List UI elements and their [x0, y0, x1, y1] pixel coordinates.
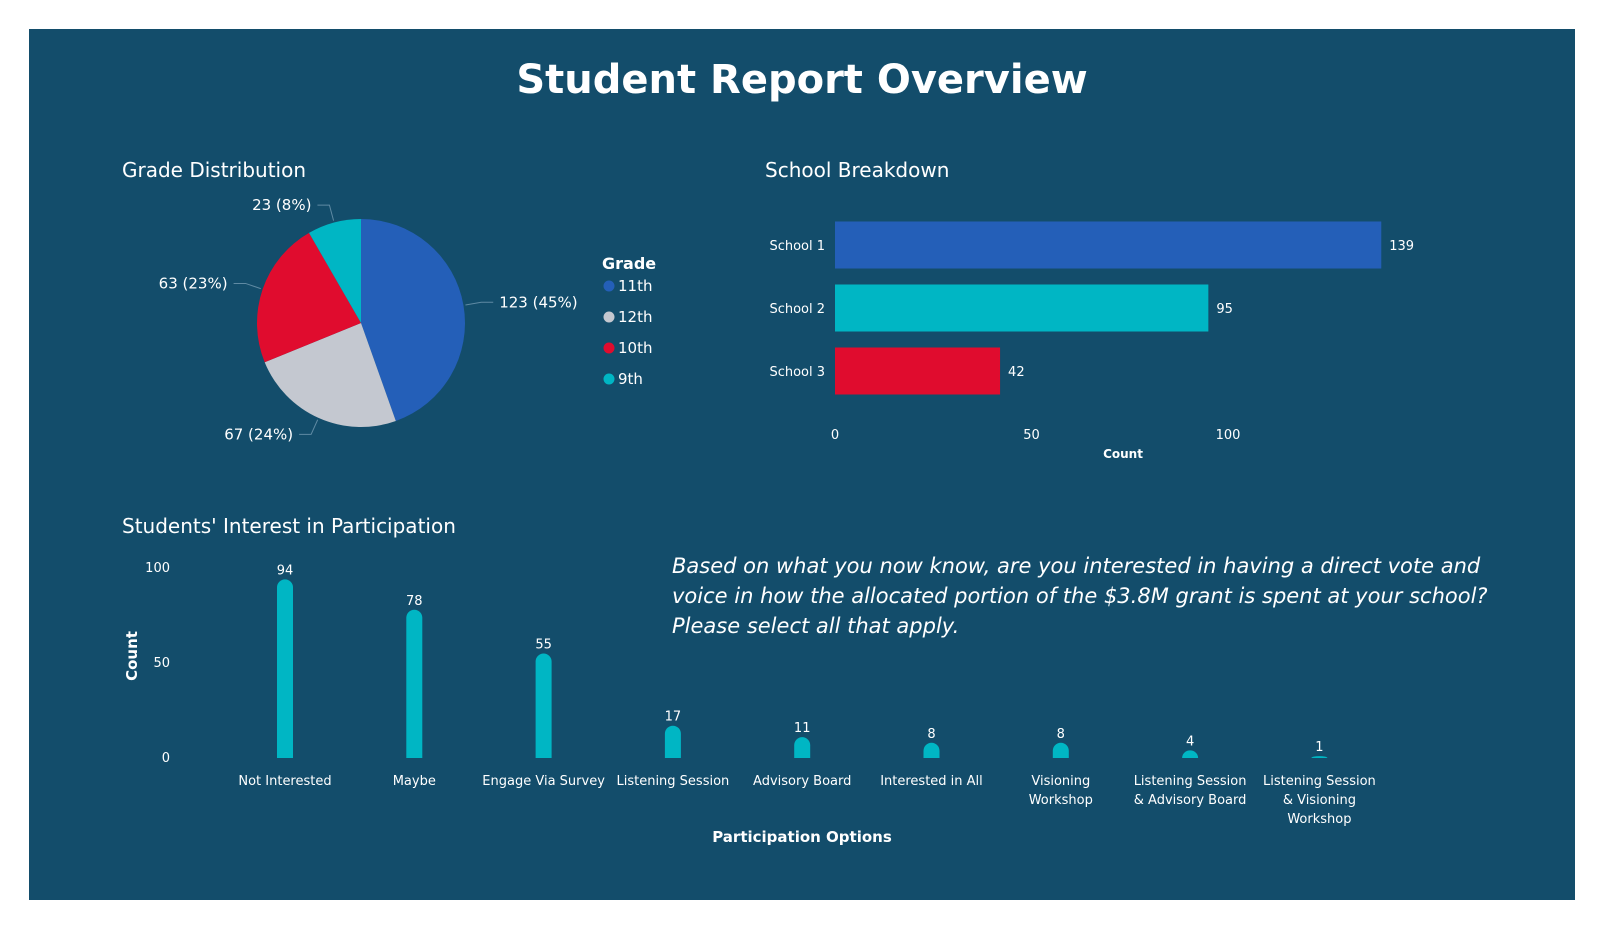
pie-slice-9th[interactable]	[309, 219, 361, 323]
school-category-label: School 3	[769, 365, 825, 380]
interest-bar[interactable]	[1182, 750, 1199, 758]
legend-marker	[603, 311, 615, 323]
interest-category-label: Listening Session	[1134, 774, 1247, 789]
interest-category-label: Interested in All	[880, 774, 983, 789]
interest-y-tick: 0	[162, 751, 170, 766]
pie-slice-10th[interactable]	[257, 232, 361, 363]
legend-item-10th[interactable]: 10th	[618, 339, 652, 357]
interest-category-label: & Advisory Board	[1134, 793, 1247, 808]
interest-value-label: 55	[535, 638, 552, 653]
school-bar[interactable]	[835, 284, 1209, 332]
grade-legend-title: Grade	[602, 254, 656, 273]
grade-legend: Grade 11th 12th 10th 9th	[602, 254, 656, 388]
interest-category-label: & Visioning	[1283, 793, 1356, 808]
interest-category-label: Visioning	[1031, 774, 1090, 789]
interest-chart-title: Students' Interest in Participation	[122, 514, 456, 538]
interest-category-label: Not Interested	[238, 774, 331, 789]
interest-bar[interactable]	[406, 609, 423, 758]
interest-bar[interactable]	[1311, 756, 1328, 758]
school-category-label: School 1	[769, 239, 825, 254]
interest-value-label: 11	[794, 721, 811, 736]
interest-value-label: 17	[665, 710, 682, 725]
pie-leader-line	[317, 204, 335, 221]
dashboard-canvas: Student Report Overview Grade Distributi…	[122, 57, 1414, 846]
pie-data-label: 23 (8%)	[252, 196, 311, 214]
interest-category-label: Advisory Board	[753, 774, 851, 789]
grade-pie-chart: 123 (45%) 67 (24%) 63 (23%) 23 (8%)	[159, 196, 578, 443]
survey-question: Based on what you now know, are you inte…	[672, 554, 1488, 638]
school-x-tick: 0	[831, 428, 839, 443]
pie-leader-line	[233, 282, 261, 290]
school-value-label: 42	[1008, 365, 1025, 380]
interest-value-label: 78	[406, 594, 423, 609]
interest-bar[interactable]	[923, 742, 940, 758]
interest-bar[interactable]	[535, 653, 552, 758]
pie-slice-12th[interactable]	[264, 323, 396, 428]
interest-value-label: 1	[1315, 740, 1323, 755]
page-title: Student Report Overview	[516, 57, 1087, 103]
interest-category-label: Workshop	[1287, 812, 1351, 827]
interest-category-label: Engage Via Survey	[482, 774, 605, 789]
dashboard-panel: Student Report Overview Grade Distributi…	[29, 29, 1575, 900]
school-chart-title: School Breakdown	[765, 158, 949, 182]
school-bar[interactable]	[835, 221, 1382, 269]
school-bar-chart: School 1 139 School 2 95 School 3 42 0 50 100	[769, 221, 1414, 443]
school-x-tick: 100	[1216, 428, 1241, 443]
school-value-label: 139	[1389, 239, 1414, 254]
pie-data-label: 123 (45%)	[499, 293, 577, 311]
legend-marker	[603, 280, 615, 292]
interest-category-label: Listening Session	[1263, 774, 1376, 789]
interest-value-label: 4	[1186, 734, 1194, 749]
interest-value-label: 8	[927, 727, 935, 742]
pie-leader-line	[465, 301, 494, 306]
school-bar[interactable]	[835, 347, 1001, 395]
interest-value-label: 94	[277, 563, 294, 578]
pie-data-label: 63 (23%)	[159, 274, 228, 292]
pie-slice-11th[interactable]	[361, 219, 466, 421]
pie-leader-line	[299, 419, 319, 435]
interest-bar[interactable]	[664, 725, 681, 758]
legend-item-12th[interactable]: 12th	[618, 308, 652, 326]
interest-bar[interactable]	[794, 737, 811, 758]
legend-marker	[603, 373, 615, 385]
legend-item-9th[interactable]: 9th	[618, 370, 643, 388]
interest-category-label: Maybe	[393, 774, 436, 789]
interest-bar-chart: 0 50 100 94 Not Interested 78 Maybe 55 Engage Vi…	[145, 561, 1376, 827]
interest-category-label: Listening Session	[616, 774, 729, 789]
interest-x-axis-title: Participation Options	[712, 828, 892, 846]
interest-bar[interactable]	[277, 579, 293, 758]
grade-chart-title: Grade Distribution	[122, 158, 306, 182]
school-category-label: School 2	[769, 302, 825, 317]
interest-y-tick: 100	[145, 561, 170, 576]
interest-bar[interactable]	[1052, 742, 1069, 758]
school-x-axis-title: Count	[1103, 447, 1143, 461]
legend-item-11th[interactable]: 11th	[618, 277, 652, 295]
legend-marker	[603, 342, 615, 354]
interest-value-label: 8	[1057, 727, 1065, 742]
school-value-label: 95	[1216, 302, 1233, 317]
pie-data-label: 67 (24%)	[224, 425, 293, 443]
interest-y-tick: 50	[153, 656, 170, 671]
interest-category-label: Workshop	[1029, 793, 1093, 808]
school-x-tick: 50	[1023, 428, 1040, 443]
interest-y-axis-title: Count	[123, 631, 141, 681]
